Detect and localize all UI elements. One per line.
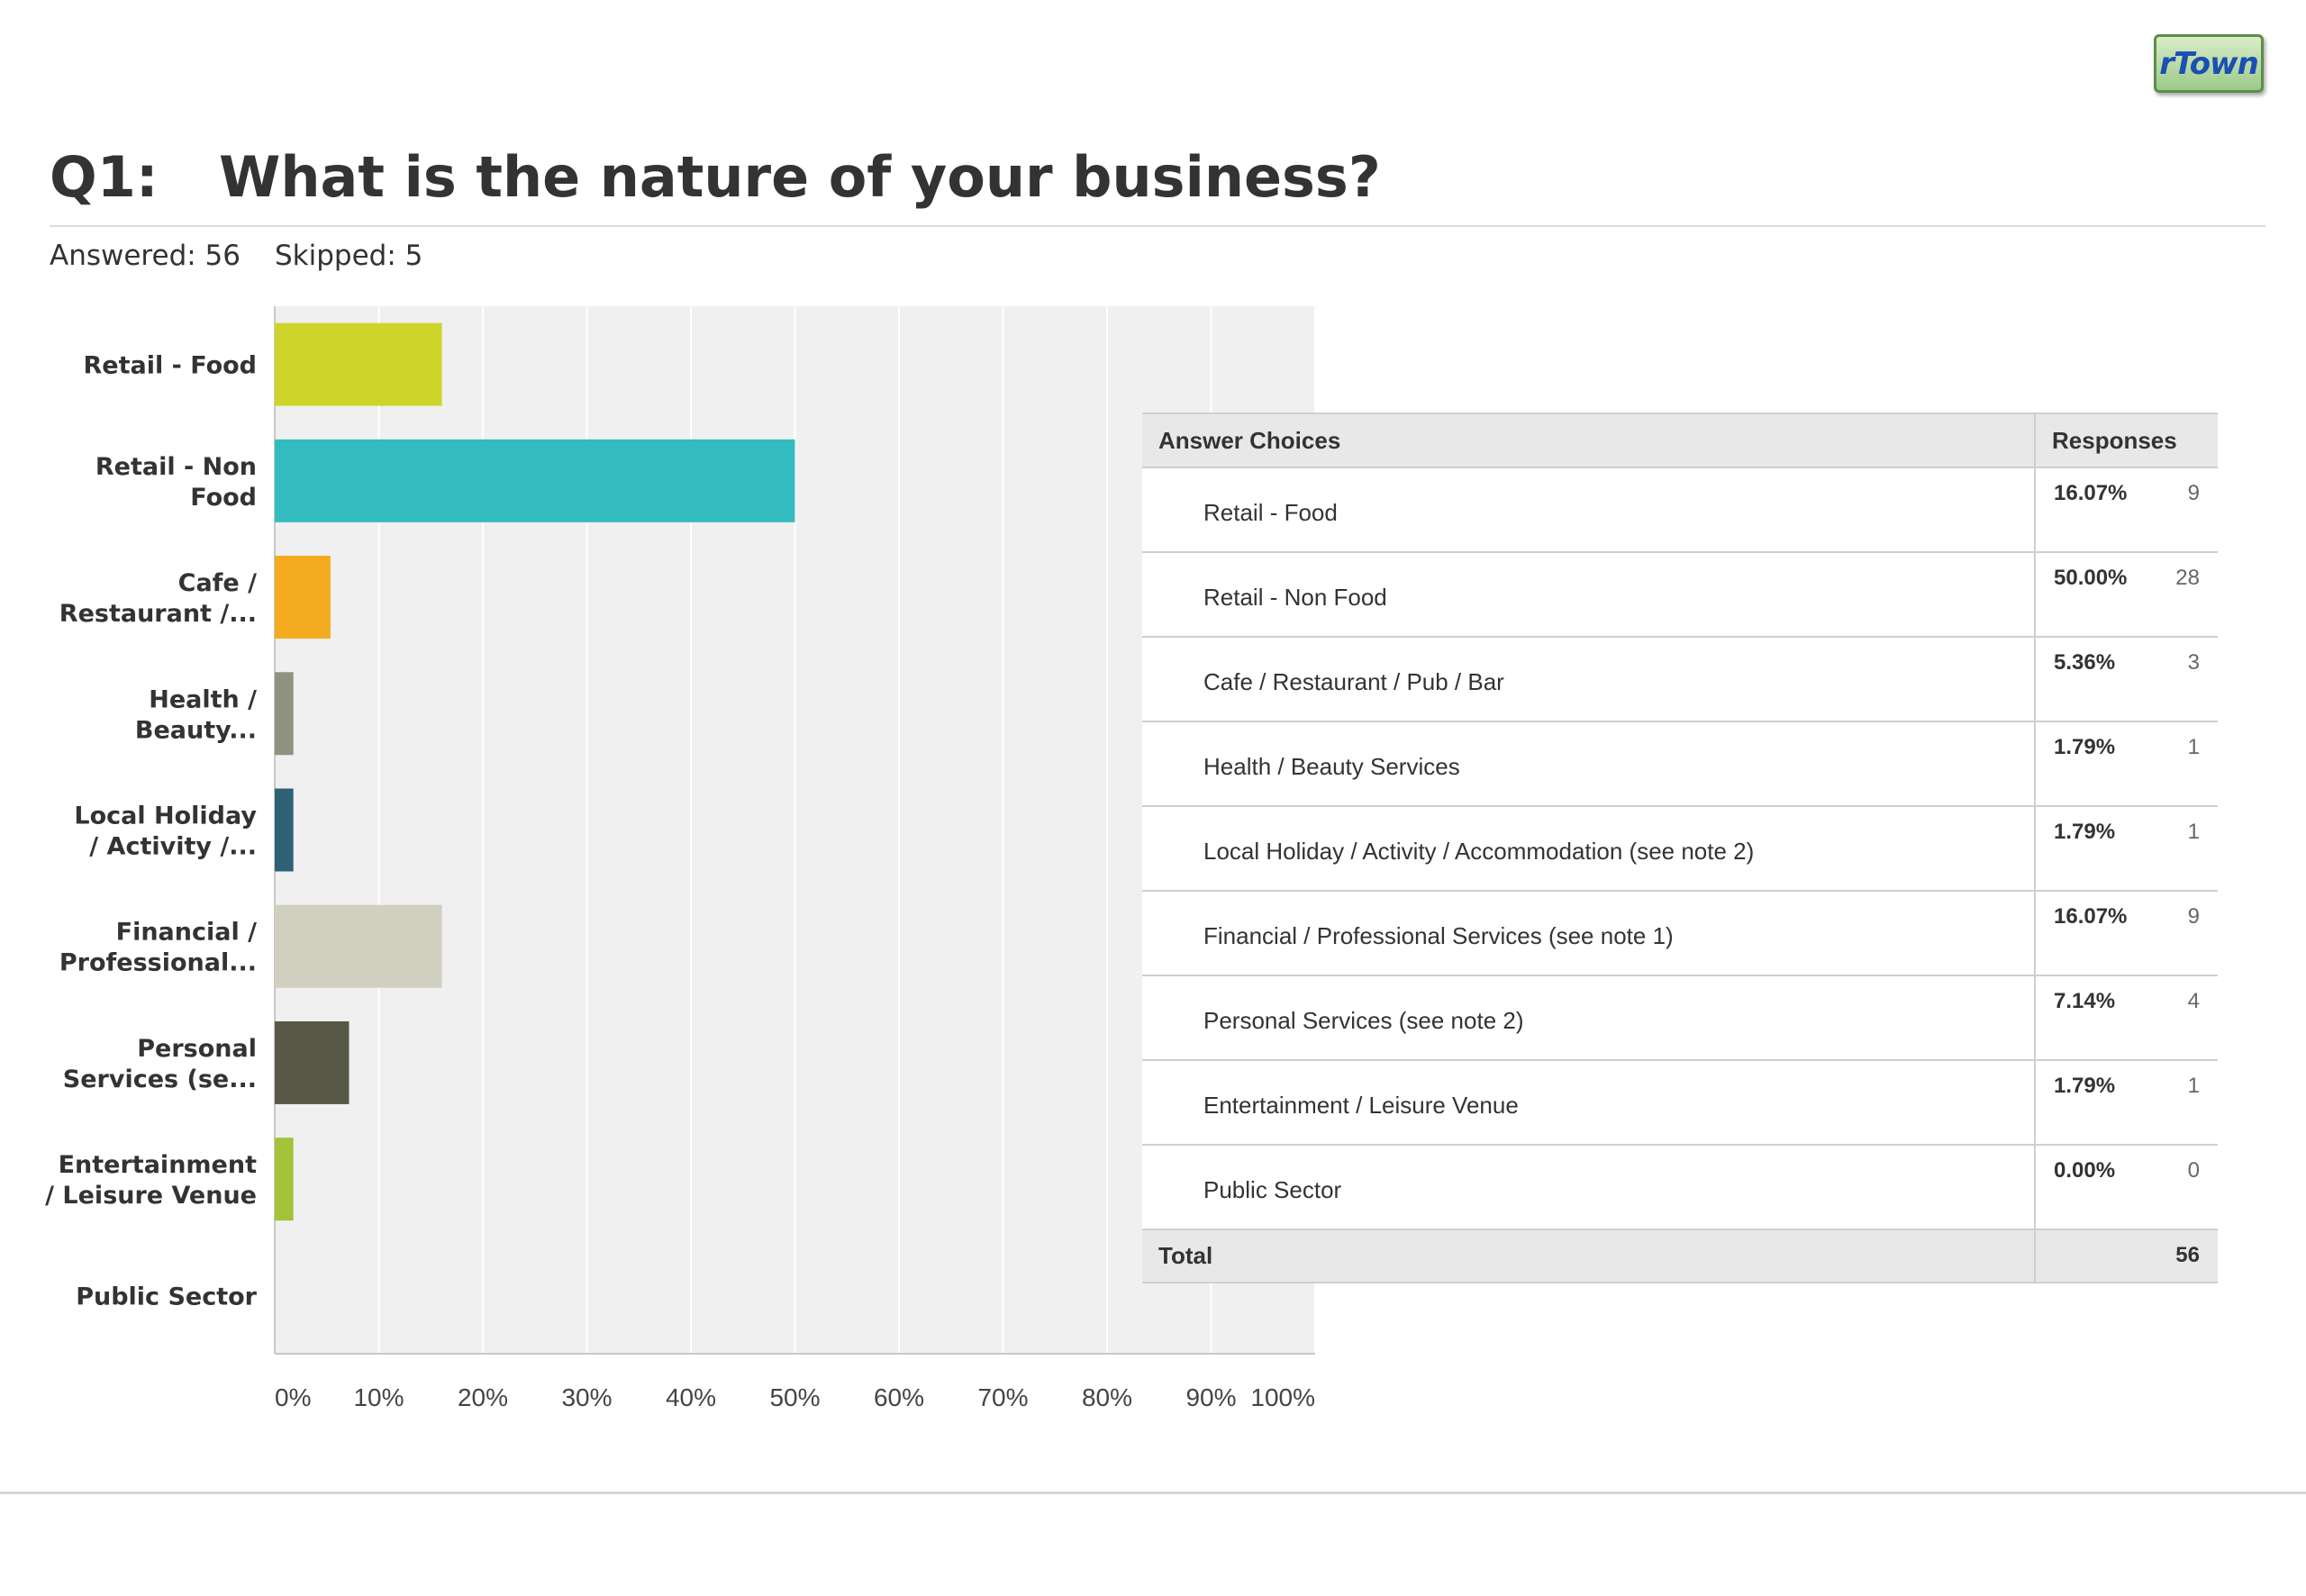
response-count-cell: 1 [2136,1060,2218,1146]
x-tick-label: 60% [874,1383,924,1411]
title-divider [50,225,2265,227]
table-row: Cafe / Restaurant / Pub / Bar 5.36% 3 [1142,637,2218,722]
response-percent-cell: 16.07% [2034,891,2136,976]
logo-text: rTown [2159,45,2259,82]
response-stats: Answered: 56 Skipped: 5 [50,240,422,272]
category-label: Food [190,484,257,512]
bar [275,1138,294,1221]
category-label: Services (se... [63,1066,257,1093]
table-total-row: Total 56 [1142,1229,2218,1283]
table-row: Entertainment / Leisure Venue 1.79% 1 [1142,1060,2218,1146]
answer-choice-cell: Entertainment / Leisure Venue [1142,1060,2035,1146]
answer-choice-cell: Personal Services (see note 2) [1142,975,2035,1061]
response-count-cell: 1 [2136,806,2218,892]
category-label: Personal [137,1035,257,1063]
category-label: / Activity /... [89,833,257,861]
table-header-row: Answer Choices Responses [1142,413,2218,468]
x-tick-label: 20% [458,1383,508,1411]
x-tick-label: 40% [666,1383,716,1411]
responses-table: Answer Choices Responses Retail - Food 16… [1142,413,2218,1283]
bar [275,439,795,522]
category-label: Public Sector [76,1283,257,1310]
answer-choice-cell: Cafe / Restaurant / Pub / Bar [1142,637,2035,722]
table-row: Retail - Non Food 50.00% 28 [1142,552,2218,638]
x-tick-label: 30% [561,1383,612,1411]
response-percent-cell: 16.07% [2034,467,2136,553]
total-label: Total [1142,1229,2035,1283]
x-tick-label: 70% [977,1383,1028,1411]
response-count-cell: 28 [2136,552,2218,638]
x-tick-label: 100% [1250,1383,1315,1411]
x-tick-label: 50% [769,1383,820,1411]
table-row: Local Holiday / Activity / Accommodation… [1142,806,2218,892]
response-percent-cell: 1.79% [2034,806,2136,892]
category-label: Restaurant /... [59,600,257,628]
header-answer-choices: Answer Choices [1142,413,2035,468]
page-bottom-divider [0,1492,2306,1494]
table-row: Public Sector 0.00% 0 [1142,1145,2218,1230]
answer-choice-cell: Retail - Food [1142,467,2035,553]
category-label: / Leisure Venue [45,1182,257,1210]
answer-choice-cell: Local Holiday / Activity / Accommodation… [1142,806,2035,892]
answer-choice-cell: Financial / Professional Services (see n… [1142,891,2035,976]
bar [275,904,442,988]
category-label: Retail - Food [83,352,257,380]
answer-choice-cell: Retail - Non Food [1142,552,2035,638]
bar [275,556,331,639]
response-percent-cell: 1.79% [2034,721,2136,807]
answered-count: Answered: 56 [50,240,241,272]
response-count-cell: 4 [2136,975,2218,1061]
category-label: Local Holiday [74,803,257,830]
x-tick-label: 90% [1185,1383,1236,1411]
category-label: Entertainment [59,1151,257,1179]
response-count-cell: 9 [2136,467,2218,553]
question-text: What is the nature of your business? [219,144,1381,210]
header-responses: Responses [2034,413,2218,468]
response-count-cell: 1 [2136,721,2218,807]
x-tick-label: 80% [1082,1383,1132,1411]
response-percent-cell: 0.00% [2034,1145,2136,1230]
bar [275,672,294,756]
response-percent-cell: 5.36% [2034,637,2136,722]
category-label: Retail - Non [95,453,257,481]
total-count: 56 [2136,1229,2218,1283]
category-label: Professional... [59,949,257,977]
category-label: Financial / [116,919,257,947]
response-count-cell: 3 [2136,637,2218,722]
answer-choice-cell: Health / Beauty Services [1142,721,2035,807]
skipped-count: Skipped: 5 [275,240,423,272]
response-percent-cell: 50.00% [2034,552,2136,638]
table-body: Retail - Food 16.07% 9 Retail - Non Food 50.… [1142,467,2218,1230]
bar [275,788,294,872]
question-title: Q1: What is the nature of your business? [50,144,1381,210]
total-pct-cell [2034,1229,2136,1283]
table-row: Health / Beauty Services 1.79% 1 [1142,721,2218,807]
x-tick-label: 10% [353,1383,404,1411]
table-row: Financial / Professional Services (see n… [1142,891,2218,976]
response-percent-cell: 7.14% [2034,975,2136,1061]
response-count-cell: 9 [2136,891,2218,976]
rtown-logo: rTown [2154,34,2264,93]
table-row: Retail - Food 16.07% 9 [1142,467,2218,553]
response-percent-cell: 1.79% [2034,1060,2136,1146]
answer-choice-cell: Public Sector [1142,1145,2035,1230]
question-number: Q1: [50,144,159,210]
category-label: Beauty... [135,716,257,744]
table-row: Personal Services (see note 2) 7.14% 4 [1142,975,2218,1061]
category-label: Health / [149,685,257,713]
bar [275,1020,350,1104]
bar [275,322,442,406]
x-tick-label: 0% [275,1383,311,1411]
category-label: Cafe / [178,569,257,597]
response-count-cell: 0 [2136,1145,2218,1230]
